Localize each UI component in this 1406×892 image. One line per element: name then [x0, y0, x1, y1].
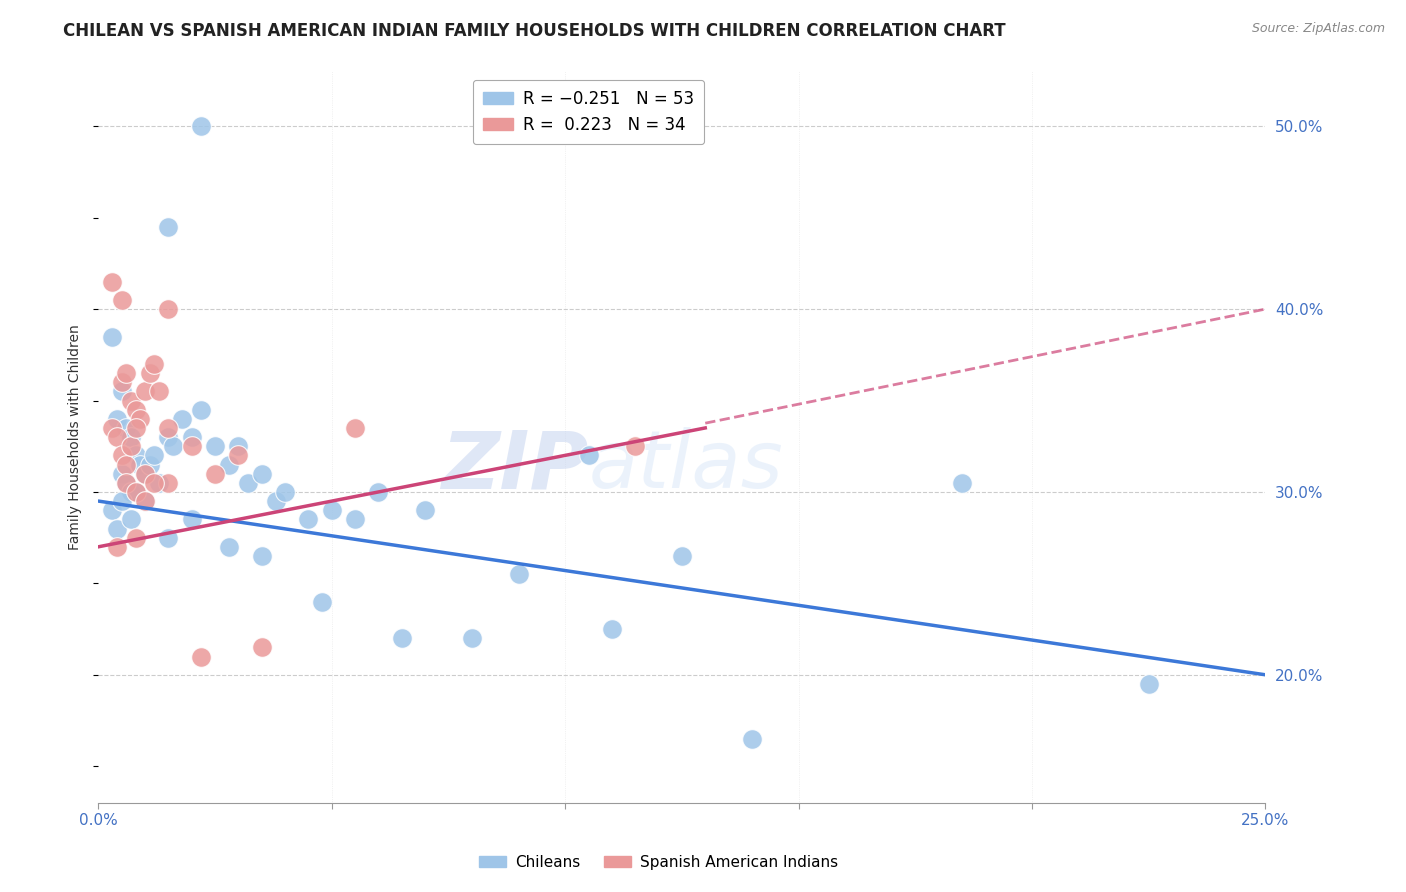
Point — [250, 467, 273, 481]
Point — [274, 485, 297, 500]
Point — [129, 412, 152, 426]
Point — [190, 402, 212, 417]
Point — [120, 439, 142, 453]
Point — [236, 475, 259, 490]
Point — [101, 329, 124, 343]
Point — [134, 494, 156, 508]
Point — [148, 384, 170, 399]
Point — [111, 384, 134, 399]
Point — [120, 485, 142, 500]
Point — [367, 485, 389, 500]
Text: ZIP: ZIP — [441, 427, 589, 506]
Point — [111, 494, 134, 508]
Point — [120, 393, 142, 408]
Point — [180, 439, 202, 453]
Point — [204, 467, 226, 481]
Point — [105, 521, 128, 535]
Point — [143, 449, 166, 463]
Point — [129, 458, 152, 472]
Point — [508, 567, 530, 582]
Point — [143, 357, 166, 371]
Point — [228, 449, 250, 463]
Point — [950, 475, 973, 490]
Point — [413, 503, 436, 517]
Y-axis label: Family Households with Children: Family Households with Children — [69, 324, 83, 550]
Point — [143, 475, 166, 490]
Point — [101, 421, 124, 435]
Point — [105, 412, 128, 426]
Point — [115, 458, 138, 472]
Point — [111, 376, 134, 390]
Point — [105, 540, 128, 554]
Point — [139, 366, 162, 380]
Point — [157, 421, 180, 435]
Point — [120, 512, 142, 526]
Point — [1137, 677, 1160, 691]
Point — [148, 475, 170, 490]
Point — [250, 640, 273, 655]
Point — [162, 439, 184, 453]
Point — [115, 475, 138, 490]
Point — [125, 485, 148, 500]
Point — [125, 449, 148, 463]
Point — [125, 402, 148, 417]
Text: atlas: atlas — [589, 427, 783, 506]
Text: Source: ZipAtlas.com: Source: ZipAtlas.com — [1251, 22, 1385, 36]
Point — [111, 467, 134, 481]
Legend: Chileans, Spanish American Indians: Chileans, Spanish American Indians — [472, 848, 845, 876]
Point — [157, 475, 180, 490]
Point — [139, 458, 162, 472]
Point — [391, 632, 413, 646]
Point — [111, 293, 134, 307]
Point — [134, 384, 156, 399]
Point — [134, 467, 156, 481]
Point — [180, 430, 202, 444]
Point — [125, 421, 148, 435]
Point — [111, 449, 134, 463]
Point — [120, 430, 142, 444]
Point — [344, 421, 367, 435]
Point — [157, 219, 180, 234]
Point — [344, 512, 367, 526]
Point — [115, 475, 138, 490]
Point — [218, 458, 240, 472]
Point — [297, 512, 319, 526]
Point — [101, 503, 124, 517]
Point — [125, 485, 148, 500]
Point — [190, 649, 212, 664]
Point — [134, 467, 156, 481]
Point — [218, 540, 240, 554]
Point — [190, 120, 212, 134]
Point — [125, 531, 148, 545]
Point — [600, 622, 623, 636]
Point — [157, 531, 180, 545]
Point — [624, 439, 647, 453]
Point — [115, 421, 138, 435]
Point — [157, 301, 180, 317]
Point — [461, 632, 484, 646]
Point — [250, 549, 273, 563]
Point — [264, 494, 287, 508]
Point — [115, 366, 138, 380]
Point — [671, 549, 693, 563]
Point — [105, 430, 128, 444]
Point — [134, 494, 156, 508]
Point — [321, 503, 343, 517]
Point — [228, 439, 250, 453]
Point — [311, 595, 333, 609]
Point — [172, 412, 194, 426]
Text: CHILEAN VS SPANISH AMERICAN INDIAN FAMILY HOUSEHOLDS WITH CHILDREN CORRELATION C: CHILEAN VS SPANISH AMERICAN INDIAN FAMIL… — [63, 22, 1005, 40]
Point — [157, 430, 180, 444]
Point — [101, 275, 124, 289]
Point — [180, 512, 202, 526]
Point — [578, 449, 600, 463]
Point — [741, 731, 763, 746]
Point — [204, 439, 226, 453]
